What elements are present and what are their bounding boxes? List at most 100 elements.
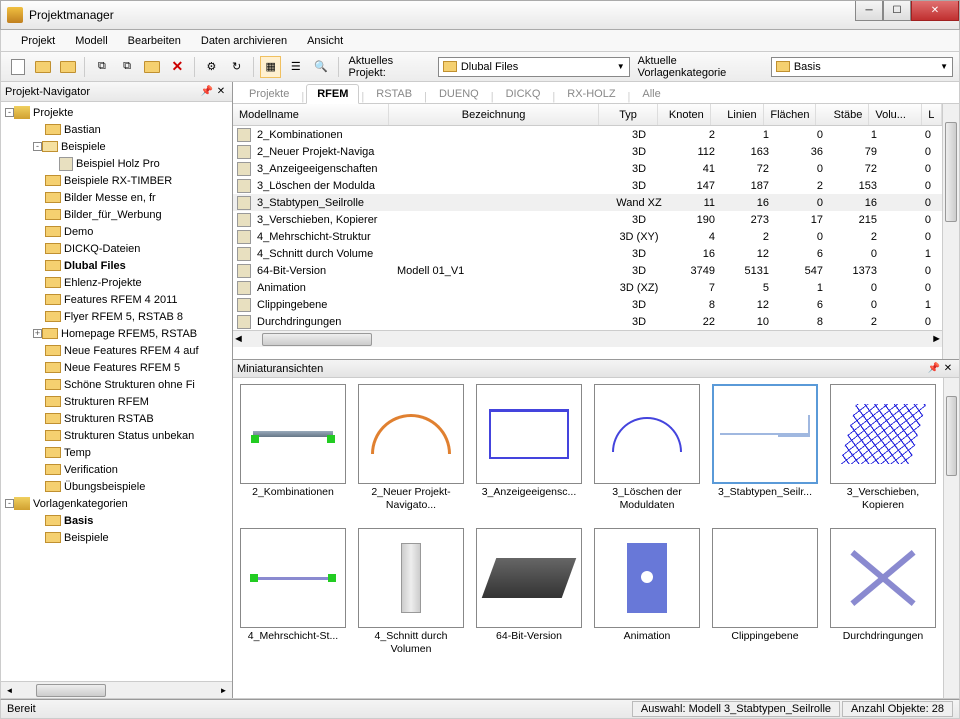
- tab-rfem[interactable]: RFEM: [306, 84, 359, 104]
- tab-rstab[interactable]: RSTAB: [366, 85, 422, 103]
- table-row[interactable]: 3_Löschen der Modulda3D14718721530: [233, 177, 942, 194]
- navigator-hscrollbar[interactable]: ◄►: [1, 681, 232, 698]
- table-row[interactable]: 2_Kombinationen3D21010: [233, 126, 942, 143]
- table-row[interactable]: Durchdringungen3D2210820: [233, 313, 942, 330]
- thumbnail-item[interactable]: 2_Neuer Projekt-Navigato...: [355, 384, 467, 524]
- tab-rx-holz[interactable]: RX-HOLZ: [557, 85, 625, 103]
- tree-item[interactable]: -Beispiele: [1, 138, 232, 155]
- copy-button[interactable]: ⧉: [91, 56, 112, 78]
- navigator-pin-button[interactable]: 📌: [200, 86, 214, 97]
- tree-item[interactable]: DICKQ-Dateien: [1, 240, 232, 257]
- tree-item[interactable]: Ehlenz-Projekte: [1, 274, 232, 291]
- tree-item[interactable]: Dlubal Files: [1, 257, 232, 274]
- thumbnail-item[interactable]: 2_Kombinationen: [237, 384, 349, 524]
- tree-item[interactable]: Verification: [1, 461, 232, 478]
- tree-item[interactable]: Beispiel Holz Pro: [1, 155, 232, 172]
- tree-item[interactable]: Bilder_für_Werbung: [1, 206, 232, 223]
- template-category-value: Basis: [794, 61, 821, 73]
- view-grid-button[interactable]: ▦: [260, 56, 281, 78]
- thumbnail-item[interactable]: 4_Mehrschicht-St...: [237, 528, 349, 668]
- view-list-button[interactable]: ☰: [285, 56, 306, 78]
- thumbnail-item[interactable]: 3_Löschen der Moduldaten: [591, 384, 703, 524]
- current-project-select[interactable]: Dlubal Files ▼: [438, 57, 630, 77]
- tree-item[interactable]: -Vorlagenkategorien: [1, 495, 232, 512]
- menu-ansicht[interactable]: Ansicht: [299, 33, 351, 49]
- table-row[interactable]: 4_Mehrschicht-Struktur3D (XY)42020: [233, 228, 942, 245]
- thumbnails-close-button[interactable]: ✕: [941, 363, 955, 374]
- col-l[interactable]: L: [922, 104, 942, 125]
- tab-alle[interactable]: Alle: [632, 85, 670, 103]
- thumbnails-pin-button[interactable]: 📌: [927, 363, 941, 374]
- table-row[interactable]: 3_Verschieben, Kopierer3D190273172150: [233, 211, 942, 228]
- tree-item[interactable]: Beispiele RX-TIMBER: [1, 172, 232, 189]
- minimize-button[interactable]: ─: [855, 1, 883, 21]
- col-staebe[interactable]: Stäbe: [816, 104, 869, 125]
- tree-item[interactable]: +Homepage RFEM5, RSTAB: [1, 325, 232, 342]
- table-row[interactable]: Animation3D (XZ)75100: [233, 279, 942, 296]
- tree-item[interactable]: Features RFEM 4 2011: [1, 291, 232, 308]
- table-row[interactable]: 2_Neuer Projekt-Naviga3D11216336790: [233, 143, 942, 160]
- table-vscrollbar[interactable]: [942, 104, 959, 359]
- table-row[interactable]: 4_Schnitt durch Volume3D1612601: [233, 245, 942, 262]
- menu-projekt[interactable]: Projekt: [13, 33, 63, 49]
- col-flaechen[interactable]: Flächen: [764, 104, 817, 125]
- maximize-button[interactable]: ☐: [883, 1, 911, 21]
- tree-item[interactable]: Übungsbeispiele: [1, 478, 232, 495]
- tab-projekte[interactable]: Projekte: [239, 85, 299, 103]
- tree-item[interactable]: Bilder Messe en, fr: [1, 189, 232, 206]
- menu-daten-archivieren[interactable]: Daten archivieren: [193, 33, 295, 49]
- refresh-button[interactable]: ↻: [226, 56, 247, 78]
- folder2-button[interactable]: [57, 56, 78, 78]
- table-row[interactable]: 3_Stabtypen_SeilrolleWand XZ11160160: [233, 194, 942, 211]
- tree-item[interactable]: Strukturen RSTAB: [1, 410, 232, 427]
- thumbnail-item[interactable]: 4_Schnitt durch Volumen: [355, 528, 467, 668]
- thumbnails-vscrollbar[interactable]: [943, 378, 959, 698]
- thumbnail-item[interactable]: Durchdringungen: [827, 528, 939, 668]
- new-doc-button[interactable]: [7, 56, 28, 78]
- menu-bearbeiten[interactable]: Bearbeiten: [120, 33, 189, 49]
- close-button[interactable]: ✕: [911, 1, 959, 21]
- tree-item[interactable]: Beispiele: [1, 529, 232, 546]
- tree-item[interactable]: -Projekte: [1, 104, 232, 121]
- thumbnail-item[interactable]: 3_Stabtypen_Seilr...: [709, 384, 821, 524]
- copy2-button[interactable]: ⧉: [117, 56, 138, 78]
- tree-item[interactable]: Schöne Strukturen ohne Fi: [1, 376, 232, 393]
- project-tree[interactable]: -ProjekteBastian-BeispieleBeispiel Holz …: [1, 102, 232, 681]
- table-hscrollbar[interactable]: ◄►: [233, 330, 942, 347]
- tree-item[interactable]: Strukturen Status unbekan: [1, 427, 232, 444]
- tree-item[interactable]: Basis: [1, 512, 232, 529]
- tree-item[interactable]: Neue Features RFEM 4 auf: [1, 342, 232, 359]
- menu-modell[interactable]: Modell: [67, 33, 115, 49]
- table-row[interactable]: Clippingebene3D812601: [233, 296, 942, 313]
- thumbnail-item[interactable]: 64-Bit-Version: [473, 528, 585, 668]
- tree-item[interactable]: Strukturen RFEM: [1, 393, 232, 410]
- thumbnail-item[interactable]: Animation: [591, 528, 703, 668]
- col-modellname[interactable]: Modellname: [233, 104, 389, 125]
- thumbnail-item[interactable]: Clippingebene: [709, 528, 821, 668]
- col-volu[interactable]: Volu...: [869, 104, 922, 125]
- tab-duenq[interactable]: DUENQ: [429, 85, 489, 103]
- open-folder-button[interactable]: [32, 56, 53, 78]
- tree-item[interactable]: Bastian: [1, 121, 232, 138]
- tree-item[interactable]: Neue Features RFEM 5: [1, 359, 232, 376]
- table-row[interactable]: 3_Anzeigeeigenschaften3D41720720: [233, 160, 942, 177]
- col-linien[interactable]: Linien: [711, 104, 764, 125]
- navigator-close-button[interactable]: ✕: [214, 86, 228, 97]
- tree-item[interactable]: Demo: [1, 223, 232, 240]
- col-knoten[interactable]: Knoten: [658, 104, 711, 125]
- col-bezeichnung[interactable]: Bezeichnung: [389, 104, 599, 125]
- table-row[interactable]: 64-Bit-VersionModell 01_V13D374951315471…: [233, 262, 942, 279]
- status-ready: Bereit: [7, 703, 632, 715]
- thumbnails-title: Miniaturansichten: [237, 363, 927, 375]
- col-typ[interactable]: Typ: [599, 104, 658, 125]
- thumbnail-item[interactable]: 3_Anzeigeeigensc...: [473, 384, 585, 524]
- tree-item[interactable]: Temp: [1, 444, 232, 461]
- tree-item[interactable]: Flyer RFEM 5, RSTAB 8: [1, 308, 232, 325]
- settings-button[interactable]: ⚙: [201, 56, 222, 78]
- folder3-button[interactable]: [142, 56, 163, 78]
- template-category-select[interactable]: Basis ▼: [771, 57, 953, 77]
- thumbnail-item[interactable]: 3_Verschieben, Kopieren: [827, 384, 939, 524]
- tab-dickq[interactable]: DICKQ: [496, 85, 551, 103]
- search-button[interactable]: 🔍: [310, 56, 331, 78]
- delete-button[interactable]: ✕: [167, 56, 188, 78]
